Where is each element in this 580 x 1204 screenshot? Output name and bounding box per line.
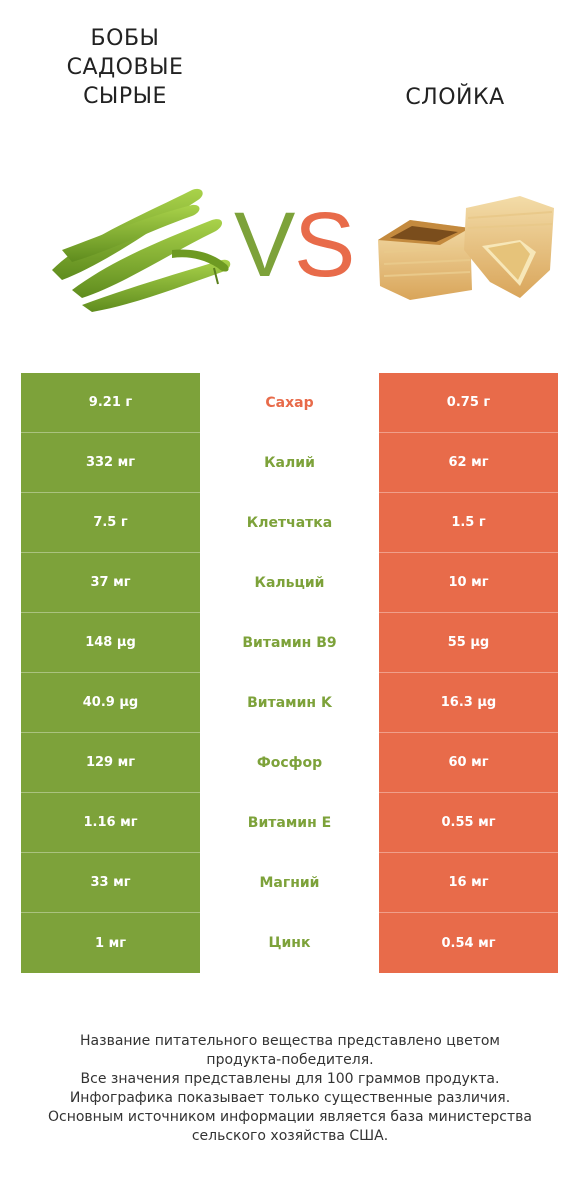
table-row: 148 µg Витамин B9 55 µg [21, 613, 558, 673]
left-value: 33 мг [21, 853, 200, 913]
table-row: 40.9 µg Витамин K 16.3 µg [21, 673, 558, 733]
left-value: 37 мг [21, 553, 200, 613]
right-value: 16.3 µg [379, 673, 558, 733]
nutrient-name: Сахар [200, 373, 379, 433]
right-value: 16 мг [379, 853, 558, 913]
footer-line: Основным источником информации является … [48, 1109, 532, 1125]
table-row: 1 мг Цинк 0.54 мг [21, 913, 558, 973]
left-value: 1.16 мг [21, 793, 200, 853]
footer-line: Название питательного вещества представл… [80, 1033, 500, 1049]
footer-line: Инфографика показывает только существенн… [69, 1090, 511, 1106]
footer-line: продукта-победителя. [206, 1052, 374, 1068]
vs-s: S [294, 196, 355, 286]
right-value: 0.55 мг [379, 793, 558, 853]
nutrient-name: Магний [200, 853, 379, 913]
left-value: 1 мг [21, 913, 200, 973]
left-value: 9.21 г [21, 373, 200, 433]
left-value: 148 µg [21, 613, 200, 673]
left-product-title: БОБЫ САДОВЫЕ СЫРЫЕ [40, 24, 210, 111]
right-value: 0.75 г [379, 373, 558, 433]
left-value: 40.9 µg [21, 673, 200, 733]
footer-note: Название питательного вещества представл… [10, 1032, 570, 1146]
footer-line: сельского хозяйства США. [191, 1128, 389, 1144]
left-title-text: БОБЫ САДОВЫЕ СЫРЫЕ [66, 26, 184, 109]
vs-label: V S [234, 196, 355, 286]
table-row: 1.16 мг Витамин E 0.55 мг [21, 793, 558, 853]
left-value: 7.5 г [21, 493, 200, 553]
nutrient-name: Кальций [200, 553, 379, 613]
right-value: 0.54 мг [379, 913, 558, 973]
left-value: 129 мг [21, 733, 200, 793]
nutrient-name: Цинк [200, 913, 379, 973]
left-value: 332 мг [21, 433, 200, 493]
right-value: 62 мг [379, 433, 558, 493]
right-value: 55 µg [379, 613, 558, 673]
nutrient-name: Клетчатка [200, 493, 379, 553]
comparison-table: 9.21 г Сахар 0.75 г 332 мг Калий 62 мг 7… [21, 373, 558, 973]
table-row: 7.5 г Клетчатка 1.5 г [21, 493, 558, 553]
nutrient-name: Витамин K [200, 673, 379, 733]
right-value: 60 мг [379, 733, 558, 793]
nutrient-name: Витамин B9 [200, 613, 379, 673]
vs-v: V [234, 196, 295, 286]
broad-beans-image [52, 188, 231, 312]
nutrient-name: Фосфор [200, 733, 379, 793]
footer-line: Все значения представлены для 100 граммо… [80, 1071, 500, 1087]
nutrient-name: Витамин E [200, 793, 379, 853]
table-row: 332 мг Калий 62 мг [21, 433, 558, 493]
right-product-title: СЛОЙКА [405, 85, 505, 110]
nutrient-name: Калий [200, 433, 379, 493]
right-value: 10 мг [379, 553, 558, 613]
puff-pastry-image [378, 196, 554, 300]
table-row: 33 мг Магний 16 мг [21, 853, 558, 913]
table-row: 37 мг Кальций 10 мг [21, 553, 558, 613]
right-value: 1.5 г [379, 493, 558, 553]
table-row: 9.21 г Сахар 0.75 г [21, 373, 558, 433]
table-row: 129 мг Фосфор 60 мг [21, 733, 558, 793]
